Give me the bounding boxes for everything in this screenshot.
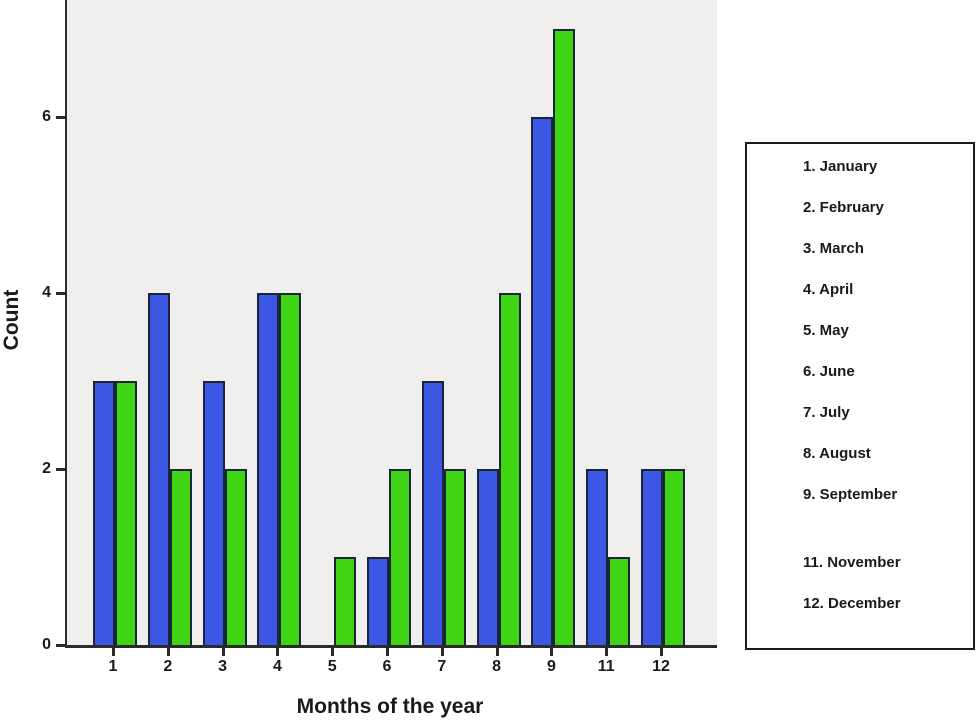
y-axis-label: Count: [0, 289, 23, 351]
bar-month-1-green-series: [115, 381, 137, 645]
x-tick-mark-7: [440, 648, 444, 656]
x-tick-mark-4: [276, 648, 280, 656]
bar-month-7-blue-series: [421, 381, 444, 645]
y-tick-label-0: 0: [42, 636, 51, 653]
x-tick-label-8: 8: [492, 658, 502, 675]
x-tick-mark-9: [550, 648, 554, 656]
bar-month-2-blue-series: [147, 293, 170, 645]
legend-spacer: [747, 515, 973, 542]
bar-month-12-blue-series: [641, 469, 663, 645]
x-axis-label: Months of the year: [296, 695, 484, 718]
plot-area: [65, 0, 717, 648]
bar-month-6-green-series: [389, 469, 411, 645]
x-tick-label-11: 11: [597, 658, 615, 675]
x-tick-mark-12: [660, 648, 663, 656]
x-tick-label-12: 12: [652, 658, 670, 675]
bar-month-9-blue-series: [531, 117, 554, 645]
legend-item-6: 6. June: [803, 363, 855, 380]
bar-month-9-green-series: [553, 29, 576, 645]
bar-month-3-green-series: [224, 469, 247, 645]
legend-item-8: 8. August: [803, 445, 871, 462]
bar-month-7-green-series: [443, 469, 466, 645]
bar-month-3-blue-series: [202, 381, 225, 645]
x-tick-mark-8: [495, 648, 499, 656]
bar-month-4-green-series: [279, 293, 302, 645]
x-tick-mark-2: [166, 648, 170, 656]
y-tick-mark-4: [56, 292, 65, 296]
legend-item-4: 4. April: [803, 281, 854, 298]
legend-box: 1. January 2. February 3. March 4. April 5. …: [745, 142, 975, 650]
x-tick-mark-1: [112, 648, 115, 656]
bar-month-8-blue-series: [476, 469, 499, 645]
y-tick-mark-6: [56, 116, 65, 120]
legend-item-3: 3. March: [803, 240, 864, 257]
bar-month-11-blue-series: [586, 469, 609, 645]
y-tick-mark-0: [56, 644, 65, 647]
x-tick-mark-6: [386, 648, 389, 656]
x-tick-label-6: 6: [382, 658, 392, 675]
x-tick-label-9: 9: [546, 658, 556, 675]
legend-item-2: 2. February: [803, 199, 884, 216]
x-tick-label-5: 5: [327, 658, 337, 675]
legend-item-11: 11. November: [803, 554, 901, 571]
y-tick-label-4: 4: [42, 284, 51, 302]
legend-item-7: 7. July: [803, 404, 850, 421]
x-tick-mark-5: [331, 648, 335, 656]
y-tick-label-6: 6: [42, 108, 51, 126]
x-tick-label-4: 4: [272, 658, 282, 675]
bar-month-5-green-series: [334, 557, 357, 645]
x-tick-label-1: 1: [108, 658, 118, 675]
bar-month-11-green-series: [608, 557, 631, 645]
bar-month-8-green-series: [498, 293, 521, 645]
x-tick-label-2: 2: [163, 658, 173, 675]
legend-item-5: 5. May: [803, 322, 849, 339]
x-tick-label-3: 3: [218, 658, 228, 675]
legend-item-9: 9. September: [803, 486, 898, 503]
bar-month-12-green-series: [663, 469, 685, 645]
y-tick-mark-2: [56, 468, 65, 471]
bar-month-1-blue-series: [93, 381, 115, 645]
bar-month-6-blue-series: [367, 557, 389, 645]
y-tick-label-2: 2: [42, 460, 51, 477]
x-tick-mark-11: [605, 648, 609, 656]
bar-month-4-blue-series: [257, 293, 280, 645]
legend-item-12: 12. December: [803, 595, 901, 612]
legend-item-1: 1. January: [803, 158, 878, 175]
x-tick-label-7: 7: [437, 658, 447, 675]
x-tick-mark-3: [221, 648, 225, 656]
bar-month-2-green-series: [169, 469, 192, 645]
